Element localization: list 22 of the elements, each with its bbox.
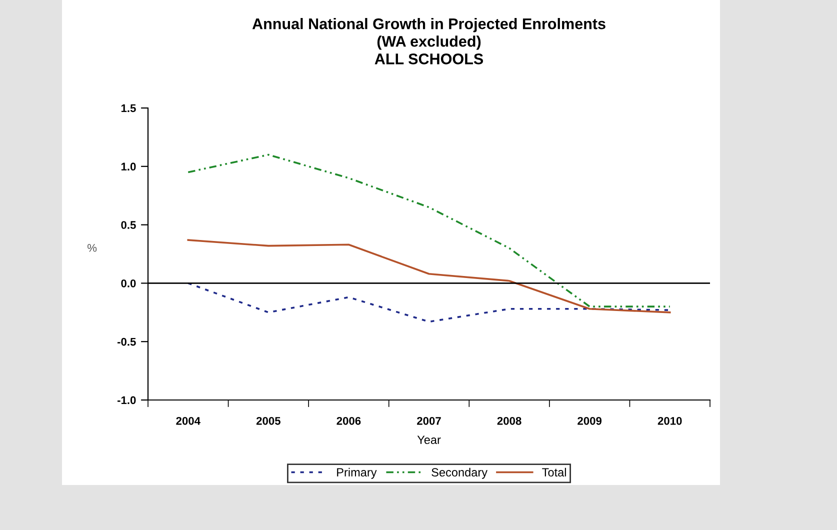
x-tick-label: 2004 (176, 416, 200, 425)
line-series (187, 154, 671, 308)
y-tick-label: 0.5 (121, 221, 136, 229)
x-tick-label: 2008 (497, 416, 522, 425)
y-tick-label: 0.0 (121, 279, 136, 288)
x-tick-label: 2006 (336, 416, 361, 425)
y-tick-label: 1.0 (121, 162, 136, 171)
y-tick-label: 1.5 (121, 104, 136, 112)
y-axis-title: % (88, 244, 97, 252)
x-tick-label: 2007 (417, 416, 441, 425)
x-tick-label: 2010 (658, 416, 682, 425)
line-series (187, 282, 671, 323)
legend-label: Primary (337, 468, 377, 479)
y-tick-label: -1.0 (117, 396, 136, 404)
y-tick-label: -0.5 (117, 338, 136, 346)
x-tick-label: 2009 (578, 416, 602, 425)
x-axis-title: Year (417, 436, 441, 444)
x-tick-label: 2005 (256, 416, 280, 425)
legend-label: Secondary (432, 468, 488, 479)
chart-title: Annual National Growth in Projected Enrolments (WA excluded) ALL SCHOOLS (252, 18, 606, 64)
line-series (187, 239, 671, 314)
legend-label: Total (542, 468, 566, 477)
